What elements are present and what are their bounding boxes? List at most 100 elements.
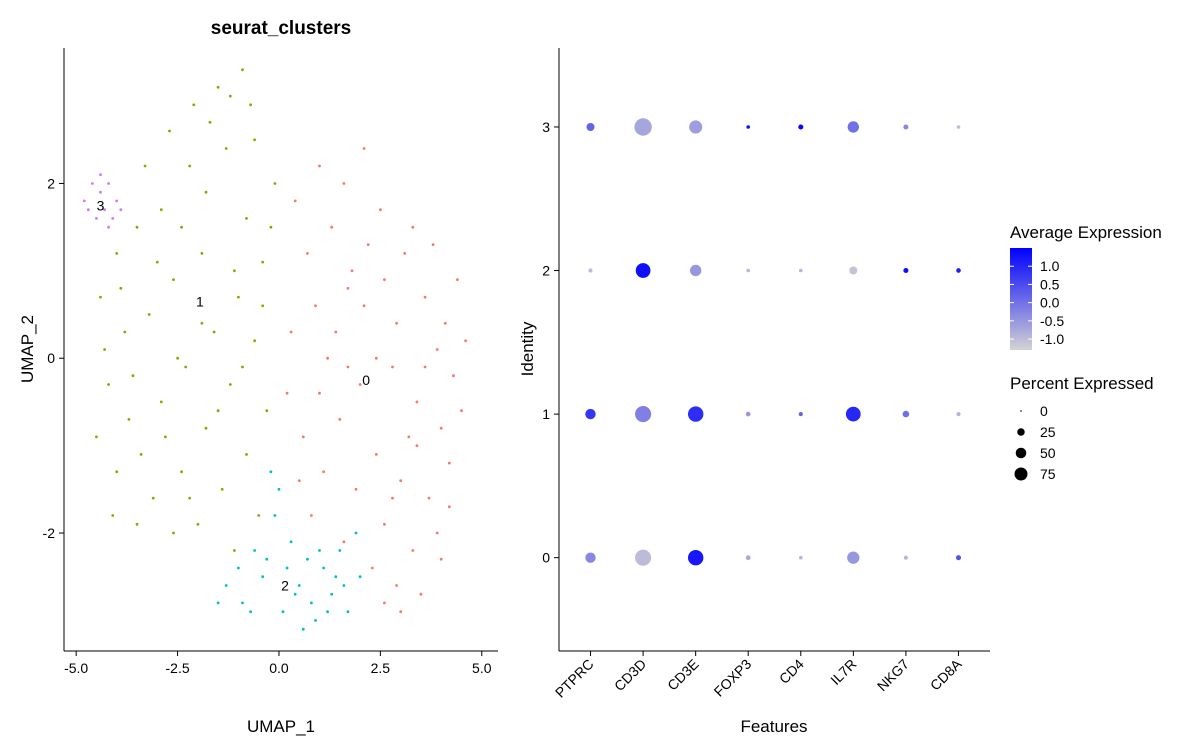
cell-point bbox=[176, 356, 180, 360]
dot-cd3d-identity-2 bbox=[635, 263, 651, 278]
cell-point bbox=[293, 592, 297, 596]
cell-point bbox=[338, 418, 342, 421]
cluster-0-points bbox=[285, 147, 467, 614]
cell-point bbox=[107, 225, 110, 229]
cell-point bbox=[143, 164, 147, 168]
cell-point bbox=[159, 400, 163, 404]
cell-point bbox=[370, 566, 374, 570]
cluster-label-3: 3 bbox=[97, 197, 105, 213]
dot-cd3d-identity-1 bbox=[635, 406, 652, 423]
cell-point bbox=[423, 295, 427, 299]
x-tick-label: -2.5 bbox=[166, 660, 190, 676]
cell-point bbox=[314, 304, 317, 308]
cell-point bbox=[383, 522, 386, 526]
cell-point bbox=[111, 217, 115, 220]
cell-point bbox=[297, 479, 301, 482]
cell-point bbox=[362, 304, 366, 308]
dot-ptprc-identity-0 bbox=[585, 552, 596, 563]
cell-point bbox=[391, 496, 394, 500]
dot-nkg7-identity-1 bbox=[902, 410, 910, 418]
cell-point bbox=[220, 487, 224, 491]
cell-point bbox=[439, 426, 443, 430]
cell-point bbox=[318, 549, 321, 552]
cell-point bbox=[439, 557, 443, 561]
cell-point bbox=[411, 225, 415, 229]
cell-point bbox=[460, 409, 463, 413]
cell-point bbox=[208, 120, 212, 124]
dot-il7r-identity-2 bbox=[849, 266, 858, 275]
legend-expression-title: Average Expression bbox=[1010, 223, 1162, 242]
cell-point bbox=[289, 330, 293, 334]
cluster-3-points bbox=[82, 173, 123, 229]
cell-point bbox=[224, 584, 228, 587]
cell-point bbox=[346, 365, 350, 369]
cell-point bbox=[310, 514, 313, 517]
cell-point bbox=[431, 243, 435, 247]
umap-panel: seurat_clusters 0 1 2 3 -5.0 -2.5 0.0 2.5 5.0 -… bbox=[18, 18, 498, 736]
cell-point bbox=[306, 557, 309, 561]
dotplot-y-axis-title: Identity bbox=[518, 321, 537, 376]
cell-point bbox=[285, 391, 289, 395]
cell-point bbox=[374, 453, 378, 456]
cell-point bbox=[374, 356, 378, 360]
dot-cd3e-identity-2 bbox=[690, 264, 702, 277]
cell-point bbox=[261, 575, 265, 579]
cell-point bbox=[95, 217, 98, 220]
percent-legend-label: 50 bbox=[1040, 445, 1056, 461]
cell-point bbox=[99, 190, 102, 194]
cell-point bbox=[237, 295, 240, 299]
cell-point bbox=[281, 610, 285, 614]
cell-point bbox=[155, 260, 159, 264]
umap-y-ticks: -2 0 2 bbox=[43, 175, 64, 541]
cluster-1-points bbox=[95, 68, 277, 552]
cell-point bbox=[245, 453, 248, 456]
cell-point bbox=[192, 103, 196, 107]
cell-point bbox=[159, 208, 163, 212]
cell-point bbox=[200, 252, 204, 255]
percent-legend-dot bbox=[1014, 467, 1028, 481]
umap-x-axis-title: UMAP_1 bbox=[247, 717, 315, 736]
cell-point bbox=[184, 365, 188, 369]
dot-foxp3-identity-2 bbox=[746, 268, 750, 273]
cell-point bbox=[310, 601, 313, 605]
cell-point bbox=[346, 286, 350, 290]
legend-expression-colorbar bbox=[1010, 248, 1032, 350]
cell-point bbox=[127, 418, 131, 421]
cell-point bbox=[253, 549, 256, 552]
cluster-label-1: 1 bbox=[196, 293, 204, 309]
cell-point bbox=[99, 295, 102, 299]
cell-point bbox=[415, 400, 419, 404]
cell-point bbox=[204, 426, 208, 430]
umap-x-ticks: -5.0 -2.5 0.0 2.5 5.0 bbox=[64, 651, 492, 676]
cell-point bbox=[423, 365, 427, 369]
cell-point bbox=[350, 269, 354, 273]
cell-point bbox=[86, 208, 90, 212]
cell-point bbox=[119, 286, 123, 290]
cell-point bbox=[301, 627, 305, 631]
cell-point bbox=[314, 619, 317, 622]
cell-point bbox=[358, 383, 362, 386]
cell-point bbox=[435, 348, 439, 351]
dot-nkg7-identity-2 bbox=[903, 267, 909, 274]
cell-point bbox=[269, 225, 273, 229]
cell-point bbox=[383, 278, 386, 281]
percent-legend-dot bbox=[1017, 428, 1025, 436]
cell-point bbox=[188, 164, 192, 168]
cell-point bbox=[330, 592, 334, 596]
dotplot-panel: PTPRC CD3D CD3E FOXP3 CD4 IL7R NKG7 CD8A 0 1 2 3 F… bbox=[518, 48, 990, 736]
cell-point bbox=[330, 225, 334, 229]
identity-label: 0 bbox=[542, 550, 550, 566]
cell-point bbox=[289, 540, 293, 544]
y-tick-label: -2 bbox=[43, 525, 56, 541]
cell-point bbox=[456, 278, 459, 281]
cell-point bbox=[447, 461, 451, 465]
x-tick-label: 5.0 bbox=[472, 660, 492, 676]
cell-point bbox=[107, 182, 110, 185]
cell-point bbox=[91, 182, 94, 185]
dot-cd8a-identity-1 bbox=[956, 412, 961, 417]
cell-point bbox=[200, 321, 204, 325]
umap-title: seurat_clusters bbox=[211, 18, 351, 39]
dotplot-x-ticks: PTPRC CD3D CD3E FOXP3 CD4 IL7R NKG7 CD8A bbox=[552, 651, 965, 701]
cell-point bbox=[407, 435, 411, 439]
feature-label: CD4 bbox=[776, 656, 807, 687]
